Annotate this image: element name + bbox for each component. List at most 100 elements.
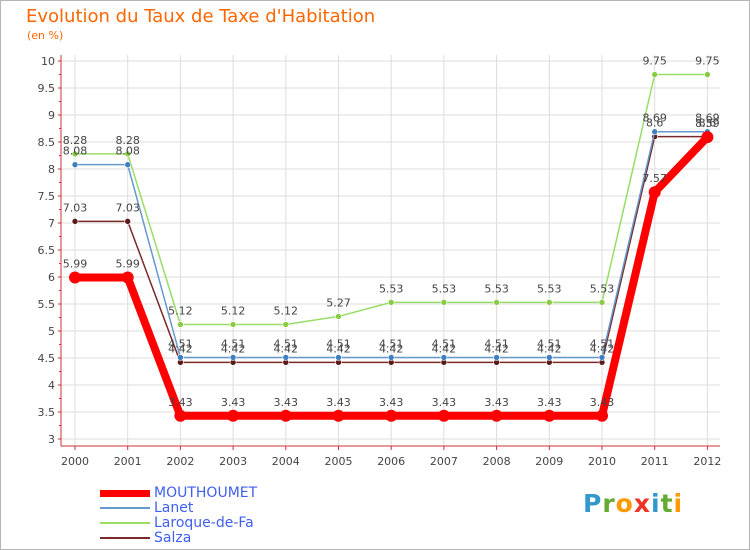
legend-item: MOUTHOUMET xyxy=(100,485,257,501)
data-point-lanet xyxy=(335,354,342,361)
y-tick-label: 3.5 xyxy=(38,406,56,419)
logo-letter: t xyxy=(660,489,674,518)
data-label-salza: 4.42 xyxy=(484,342,509,355)
data-label-laroque-de-fa: 5.12 xyxy=(221,305,246,318)
x-tick-label: 2006 xyxy=(377,455,405,468)
x-tick-label: 2010 xyxy=(588,455,616,468)
data-point-laroque-de-fa xyxy=(282,321,290,328)
logo-letter: o xyxy=(615,489,634,518)
legend-item: Salza xyxy=(100,530,191,546)
data-point-lanet xyxy=(229,354,237,361)
data-label-salza: 4.42 xyxy=(221,342,246,355)
data-label-salza: 4.42 xyxy=(432,342,457,355)
data-label-laroque-de-fa: 5.53 xyxy=(590,282,615,295)
legend-label: Laroque-de-Fa xyxy=(154,515,254,531)
data-point-laroque-de-fa xyxy=(493,299,500,306)
data-label-laroque-de-fa: 5.53 xyxy=(537,282,562,295)
data-point-lanet xyxy=(71,161,79,168)
legend-swatch xyxy=(100,489,150,497)
x-tick-label: 2002 xyxy=(166,455,194,468)
data-label-salza: 7.03 xyxy=(63,201,88,214)
x-tick-label: 2000 xyxy=(61,455,89,468)
data-point-mouthoumet xyxy=(437,409,450,422)
x-tick-label: 2003 xyxy=(219,455,247,468)
legend-swatch xyxy=(100,507,150,509)
data-label-lanet: 8.69 xyxy=(642,112,667,125)
data-point-lanet xyxy=(545,354,553,361)
data-label-mouthoumet: 5.99 xyxy=(115,258,140,271)
data-label-laroque-de-fa: 5.53 xyxy=(379,282,404,295)
data-label-mouthoumet: 3.43 xyxy=(221,396,246,409)
data-point-mouthoumet xyxy=(332,409,345,422)
data-label-lanet: 4.51 xyxy=(221,337,246,350)
data-label-lanet: 4.51 xyxy=(590,337,615,350)
data-label-salza: 4.42 xyxy=(537,342,562,355)
data-label-salza: 4.42 xyxy=(274,342,299,355)
data-label-lanet: 4.51 xyxy=(326,337,351,350)
legend-item: Laroque-de-Fa xyxy=(100,515,254,531)
x-tick-label: 2009 xyxy=(535,455,563,468)
data-label-salza: 4.42 xyxy=(326,342,351,355)
data-label-mouthoumet: 3.43 xyxy=(326,396,351,409)
y-tick-label: 6 xyxy=(48,271,55,284)
y-tick-label: 4 xyxy=(48,379,55,392)
data-label-mouthoumet: 3.43 xyxy=(274,396,299,409)
data-point-lanet xyxy=(598,354,606,361)
data-point-lanet xyxy=(177,354,184,361)
x-tick-label: 2011 xyxy=(641,455,669,468)
data-point-lanet xyxy=(440,354,448,361)
data-point-mouthoumet xyxy=(490,409,503,422)
logo-letter: x xyxy=(633,489,651,518)
y-tick-label: 7 xyxy=(48,217,55,230)
data-point-laroque-de-fa xyxy=(651,71,659,78)
data-label-lanet: 8.69 xyxy=(695,112,720,125)
data-point-laroque-de-fa xyxy=(71,150,79,158)
data-point-salza xyxy=(71,218,79,225)
y-tick-label: 6.5 xyxy=(38,244,56,257)
logo-letter: i xyxy=(673,489,684,518)
data-label-lanet: 8.08 xyxy=(63,145,88,158)
data-label-mouthoumet: 3.43 xyxy=(379,396,404,409)
data-label-salza: 4.42 xyxy=(168,342,193,355)
data-label-lanet: 4.51 xyxy=(274,337,299,350)
y-tick-label: 3 xyxy=(48,433,55,446)
data-label-laroque-de-fa: 5.27 xyxy=(326,296,351,309)
data-label-mouthoumet: 8.59 xyxy=(695,117,720,130)
data-label-laroque-de-fa: 5.12 xyxy=(274,305,299,318)
x-tick-label: 2008 xyxy=(483,455,511,468)
y-tick-label: 10 xyxy=(41,55,55,68)
data-label-laroque-de-fa: 8.28 xyxy=(63,134,88,147)
data-point-laroque-de-fa xyxy=(598,299,606,306)
data-label-lanet: 4.51 xyxy=(484,337,509,350)
data-point-mouthoumet xyxy=(543,409,556,422)
x-tick-label: 2012 xyxy=(693,455,721,468)
y-tick-label: 9 xyxy=(48,109,55,122)
data-label-salza: 4.42 xyxy=(379,342,404,355)
y-tick-label: 5.5 xyxy=(38,298,56,311)
data-label-laroque-de-fa: 8.28 xyxy=(115,134,140,147)
data-point-laroque-de-fa xyxy=(440,299,448,306)
logo-letter: r xyxy=(602,489,616,518)
grid-lines xyxy=(61,55,720,446)
data-point-mouthoumet xyxy=(385,409,398,422)
y-tick-label: 7.5 xyxy=(38,190,56,203)
data-point-mouthoumet xyxy=(279,409,292,422)
data-point-mouthoumet xyxy=(596,409,608,422)
legend-swatch xyxy=(100,537,150,539)
data-label-laroque-de-fa: 9.75 xyxy=(642,55,667,68)
data-point-lanet xyxy=(493,354,500,361)
logo-letter: P xyxy=(583,489,603,518)
data-point-laroque-de-fa xyxy=(387,299,395,306)
data-point-lanet xyxy=(387,354,395,361)
data-point-lanet xyxy=(124,161,131,168)
x-tick-label: 2005 xyxy=(325,455,353,468)
data-label-mouthoumet: 3.43 xyxy=(537,396,562,409)
legend-item: Lanet xyxy=(100,500,193,516)
data-label-laroque-de-fa: 5.53 xyxy=(484,282,509,295)
y-tick-label: 5 xyxy=(48,325,55,338)
data-point-mouthoumet xyxy=(174,409,187,422)
data-point-lanet xyxy=(651,128,659,136)
data-label-mouthoumet: 7.57 xyxy=(642,172,667,185)
data-point-laroque-de-fa xyxy=(177,321,184,328)
